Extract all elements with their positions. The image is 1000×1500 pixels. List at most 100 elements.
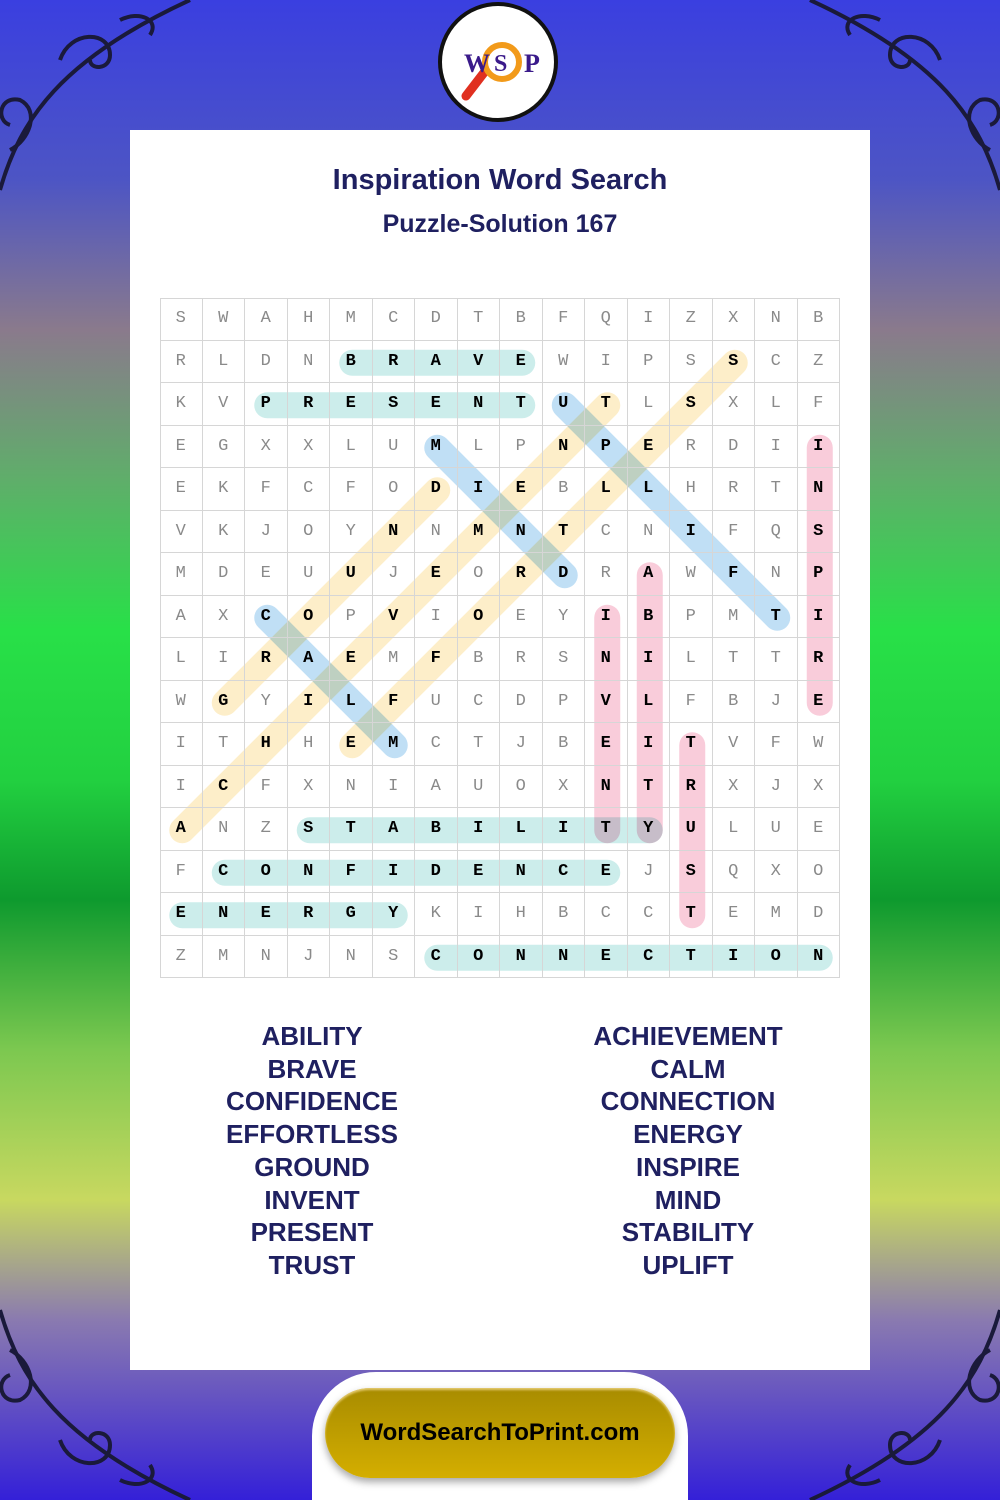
grid-cell[interactable]: D [797, 893, 840, 936]
grid-cell[interactable]: N [202, 893, 245, 936]
grid-cell[interactable]: E [160, 468, 203, 511]
grid-cell[interactable]: C [415, 723, 458, 766]
grid-cell[interactable]: C [245, 595, 288, 638]
grid-cell[interactable]: L [330, 425, 373, 468]
grid-cell[interactable]: B [797, 298, 840, 341]
grid-cell[interactable]: N [797, 935, 840, 978]
grid-cell[interactable]: I [160, 765, 203, 808]
grid-cell[interactable]: X [797, 765, 840, 808]
grid-cell[interactable]: W [160, 680, 203, 723]
grid-cell[interactable]: T [670, 935, 713, 978]
grid-cell[interactable]: B [542, 468, 585, 511]
grid-cell[interactable]: I [797, 595, 840, 638]
grid-cell[interactable]: T [627, 765, 670, 808]
grid-cell[interactable]: E [245, 553, 288, 596]
grid-cell[interactable]: P [500, 425, 543, 468]
grid-cell[interactable]: Q [755, 510, 798, 553]
grid-cell[interactable]: O [457, 935, 500, 978]
grid-cell[interactable]: P [797, 553, 840, 596]
grid-cell[interactable]: R [372, 340, 415, 383]
grid-cell[interactable]: U [457, 765, 500, 808]
grid-cell[interactable]: B [500, 298, 543, 341]
grid-cell[interactable]: S [542, 638, 585, 681]
grid-cell[interactable]: E [585, 935, 628, 978]
grid-cell[interactable]: A [415, 340, 458, 383]
grid-cell[interactable]: A [372, 808, 415, 851]
grid-cell[interactable]: L [330, 680, 373, 723]
grid-cell[interactable]: F [755, 723, 798, 766]
grid-cell[interactable]: E [500, 468, 543, 511]
grid-cell[interactable]: R [500, 553, 543, 596]
grid-cell[interactable]: M [415, 425, 458, 468]
grid-cell[interactable]: H [670, 468, 713, 511]
grid-cell[interactable]: O [500, 765, 543, 808]
grid-cell[interactable]: P [542, 680, 585, 723]
grid-cell[interactable]: S [287, 808, 330, 851]
grid-cell[interactable]: I [797, 425, 840, 468]
grid-cell[interactable]: M [712, 595, 755, 638]
grid-cell[interactable]: N [585, 765, 628, 808]
grid-cell[interactable]: W [202, 298, 245, 341]
grid-cell[interactable]: O [287, 595, 330, 638]
grid-cell[interactable]: N [287, 340, 330, 383]
grid-cell[interactable]: F [372, 680, 415, 723]
grid-cell[interactable]: X [287, 765, 330, 808]
grid-cell[interactable]: F [415, 638, 458, 681]
grid-cell[interactable]: I [372, 765, 415, 808]
grid-cell[interactable]: F [330, 850, 373, 893]
grid-cell[interactable]: N [542, 425, 585, 468]
grid-cell[interactable]: L [712, 808, 755, 851]
grid-cell[interactable]: F [797, 383, 840, 426]
grid-cell[interactable]: Z [245, 808, 288, 851]
grid-cell[interactable]: M [330, 298, 373, 341]
grid-cell[interactable]: F [245, 765, 288, 808]
grid-cell[interactable]: I [627, 723, 670, 766]
grid-cell[interactable]: E [627, 425, 670, 468]
grid-cell[interactable]: V [712, 723, 755, 766]
grid-cell[interactable]: T [457, 723, 500, 766]
grid-cell[interactable]: J [627, 850, 670, 893]
grid-cell[interactable]: C [415, 935, 458, 978]
grid-cell[interactable]: E [415, 383, 458, 426]
grid-cell[interactable]: T [330, 808, 373, 851]
grid-cell[interactable]: L [670, 638, 713, 681]
grid-cell[interactable]: N [542, 935, 585, 978]
grid-cell[interactable]: L [585, 468, 628, 511]
grid-cell[interactable]: I [670, 510, 713, 553]
grid-cell[interactable]: V [160, 510, 203, 553]
grid-cell[interactable]: S [670, 850, 713, 893]
grid-cell[interactable]: L [160, 638, 203, 681]
grid-cell[interactable]: N [500, 850, 543, 893]
grid-cell[interactable]: S [670, 340, 713, 383]
grid-cell[interactable]: E [585, 723, 628, 766]
grid-cell[interactable]: O [797, 850, 840, 893]
grid-cell[interactable]: A [160, 595, 203, 638]
grid-cell[interactable]: S [670, 383, 713, 426]
grid-cell[interactable]: O [245, 850, 288, 893]
grid-cell[interactable]: M [160, 553, 203, 596]
grid-cell[interactable]: D [415, 468, 458, 511]
grid-cell[interactable]: I [457, 468, 500, 511]
grid-cell[interactable]: D [202, 553, 245, 596]
grid-cell[interactable]: H [287, 298, 330, 341]
grid-cell[interactable]: W [797, 723, 840, 766]
grid-cell[interactable]: S [372, 383, 415, 426]
grid-cell[interactable]: Z [670, 298, 713, 341]
grid-cell[interactable]: C [287, 468, 330, 511]
grid-cell[interactable]: P [670, 595, 713, 638]
grid-cell[interactable]: I [457, 808, 500, 851]
grid-cell[interactable]: A [287, 638, 330, 681]
grid-cell[interactable]: R [797, 638, 840, 681]
grid-cell[interactable]: D [712, 425, 755, 468]
grid-cell[interactable]: J [245, 510, 288, 553]
grid-cell[interactable]: B [627, 595, 670, 638]
grid-cell[interactable]: Y [330, 510, 373, 553]
grid-cell[interactable]: G [330, 893, 373, 936]
grid-cell[interactable]: B [457, 638, 500, 681]
grid-cell[interactable]: C [755, 340, 798, 383]
grid-cell[interactable]: F [160, 850, 203, 893]
grid-cell[interactable]: H [245, 723, 288, 766]
grid-cell[interactable]: K [160, 383, 203, 426]
grid-cell[interactable]: N [457, 383, 500, 426]
grid-cell[interactable]: C [627, 935, 670, 978]
